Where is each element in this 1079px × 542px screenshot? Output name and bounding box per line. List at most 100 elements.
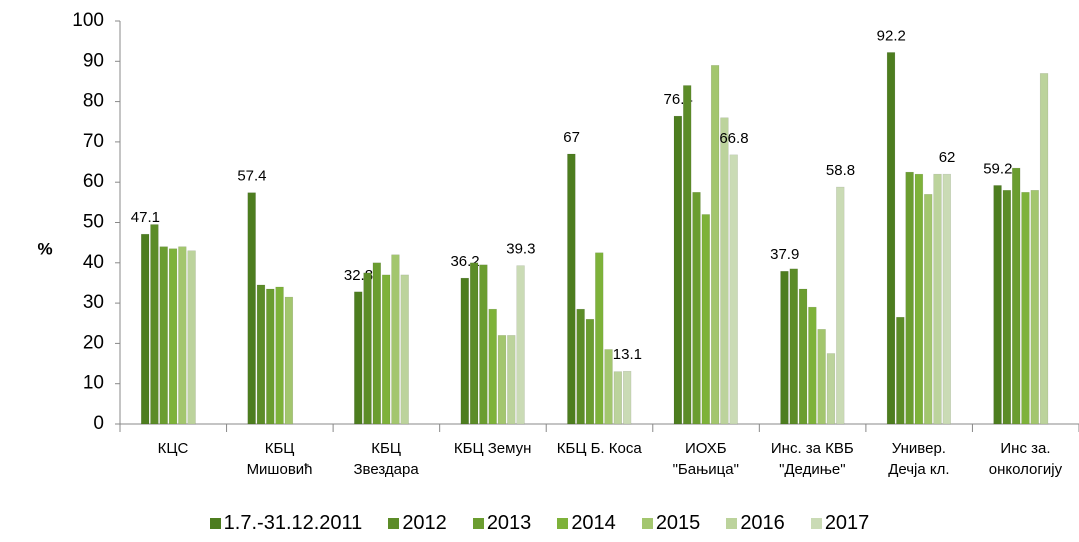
bar: [1021, 192, 1030, 425]
bar: [896, 316, 905, 425]
legend-label: 2016: [740, 512, 785, 534]
data-label: 92.2: [877, 27, 906, 44]
bar: [817, 329, 826, 425]
bar: [256, 284, 266, 425]
bar: [1039, 73, 1049, 425]
bar: [275, 286, 284, 425]
y-tick-label: 0: [93, 413, 104, 434]
legend-swatch: [810, 518, 822, 529]
bar: [604, 349, 613, 425]
bar: [140, 233, 150, 425]
legend-item: 2014: [557, 512, 616, 535]
bar: [507, 335, 516, 425]
legend-swatch: [641, 518, 653, 529]
data-label: 66.8: [719, 130, 748, 147]
bar: [595, 252, 604, 425]
legend-item: 2015: [641, 512, 701, 535]
bar: [808, 306, 817, 425]
data-label: 62: [939, 149, 956, 166]
bar: [789, 268, 798, 425]
legend-swatch: [472, 518, 484, 529]
legend-swatch: [557, 518, 569, 529]
x-tick-label: Инс за. онкологију: [988, 440, 1063, 478]
bar: [905, 171, 914, 425]
bar: [247, 192, 256, 425]
legend-item: 2016: [726, 512, 785, 535]
x-tick-label: ИОХБ "Бањица": [672, 440, 739, 478]
bar: [933, 173, 942, 425]
data-label: 59.2: [983, 160, 1012, 177]
bar: [391, 254, 400, 425]
legend-label: 2015: [655, 512, 701, 534]
data-label: 58.8: [826, 162, 855, 179]
bar: [692, 192, 701, 425]
bar: [266, 288, 275, 425]
bar: [729, 154, 738, 425]
bar: [720, 117, 729, 425]
legend-swatch: [209, 518, 221, 529]
legend-label: 2014: [571, 512, 616, 534]
legend-label: 2013: [486, 512, 532, 534]
y-tick-label: 20: [83, 332, 104, 353]
bar: [613, 371, 623, 425]
bar: [710, 65, 720, 425]
bar: [354, 291, 363, 425]
x-tick-label: КЦС: [157, 440, 189, 457]
bar: [488, 308, 497, 425]
x-tick-label: Инс. за КВБ "Дедиње": [770, 440, 854, 478]
data-label: 47.1: [131, 209, 160, 226]
bar: [886, 52, 896, 425]
bar: [284, 296, 294, 425]
bar: [460, 277, 469, 425]
bar: [924, 194, 933, 425]
bar: [159, 246, 168, 425]
data-label: 13.1: [613, 346, 642, 363]
bar: [469, 262, 479, 425]
legend-item: 2017: [810, 512, 870, 535]
data-label: 67: [563, 129, 580, 146]
x-tick-label: Универ. Дечја кл.: [888, 440, 950, 478]
bar: [942, 173, 951, 425]
x-tick-label: КБЦ Звездара: [353, 440, 419, 478]
legend-label: 1.7.-31.12.2011: [223, 512, 363, 534]
bar: [683, 85, 692, 425]
data-label: 39.3: [506, 241, 535, 258]
bar: [623, 370, 632, 425]
bar: [1030, 190, 1039, 425]
bar: [914, 173, 924, 425]
data-label: 37.9: [770, 246, 799, 263]
bar: [178, 246, 187, 425]
legend-swatch: [726, 518, 738, 529]
bar: [701, 214, 710, 425]
bar: [673, 115, 683, 425]
y-tick-label: 80: [83, 91, 104, 112]
bar: [372, 262, 381, 425]
bar: [363, 272, 372, 425]
y-tick-label: 90: [83, 50, 104, 71]
bar: [780, 271, 789, 425]
legend-item: 1.7.-31.12.2011: [209, 512, 363, 535]
legend-label: 2017: [824, 512, 870, 534]
bar: [187, 250, 196, 425]
legend: 1.7.-31.12.2011 2012 2013 2014 2015 2016 2017: [0, 512, 1079, 535]
legend-item: 2012: [388, 512, 447, 535]
x-tick-label: КБЦ Мишовић: [246, 440, 313, 478]
bar: [585, 318, 595, 425]
y-tick-label: 70: [83, 131, 104, 152]
y-tick-label: 40: [83, 252, 104, 273]
bar: [381, 274, 391, 425]
bar: [400, 274, 409, 425]
x-tick-label: КБЦ Б. Коса: [556, 440, 642, 457]
bar: [993, 185, 1002, 425]
y-tick-label: 100: [72, 10, 104, 31]
legend-item: 2013: [472, 512, 532, 535]
bar: [1002, 190, 1012, 425]
bar: [576, 308, 585, 425]
bar: [479, 264, 488, 425]
data-label: 57.4: [237, 168, 266, 185]
legend-swatch: [388, 518, 400, 529]
y-tick-label: 30: [83, 292, 104, 313]
bar: [497, 335, 507, 425]
